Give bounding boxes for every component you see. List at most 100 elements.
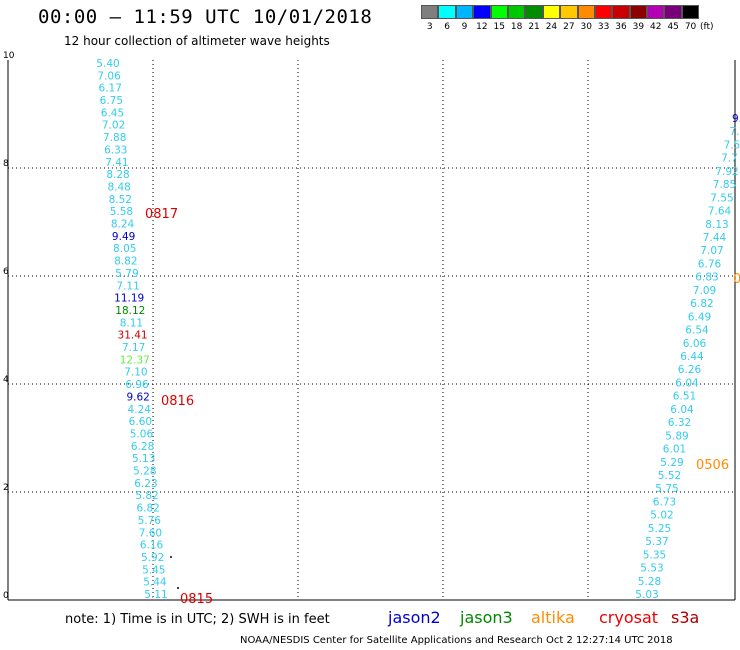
scale-label: 6 bbox=[444, 22, 450, 32]
track-value: 8.52 bbox=[109, 194, 132, 206]
scale-label: 24 bbox=[545, 22, 558, 32]
track-value: 5.79 bbox=[115, 268, 138, 280]
time-label: 0817 bbox=[145, 207, 178, 222]
scale-swatch bbox=[612, 5, 630, 19]
track-value: 7.09 bbox=[693, 285, 716, 297]
track-value: 5.28 bbox=[133, 466, 156, 478]
track-dot bbox=[177, 587, 179, 589]
time-label: 0816 bbox=[161, 394, 194, 409]
scale-swatch bbox=[438, 5, 456, 19]
track-value: 6.54 bbox=[685, 325, 709, 337]
scale-swatch bbox=[647, 5, 665, 19]
color-scale: 3 6 9 12 15 18 21 24 27 30 33 36 39 42 45 70 bbox=[421, 5, 700, 32]
time-label: 0 bbox=[733, 272, 740, 287]
scale-label: 45 bbox=[667, 22, 679, 32]
track-value: 5.11 bbox=[144, 589, 167, 601]
scale-bin: 3 bbox=[421, 5, 439, 32]
scale-bin: 70 bbox=[681, 5, 700, 32]
map-title: 00:00 – 11:59 UTC 10/01/2018 bbox=[38, 6, 373, 28]
track-value: 6.28 bbox=[131, 441, 154, 453]
scale-swatch bbox=[542, 5, 561, 19]
scale-label: 9 bbox=[461, 22, 468, 32]
scale-label: 30 bbox=[580, 22, 592, 32]
scale-swatch bbox=[664, 5, 682, 19]
track-value: 5.28 bbox=[638, 576, 661, 588]
scale-bin: 21 bbox=[525, 5, 543, 32]
scale-bin: 12 bbox=[473, 5, 491, 32]
y-tick-label: 2 bbox=[3, 483, 9, 493]
y-tick-label: 0 bbox=[3, 591, 9, 601]
track-value: 11.19 bbox=[114, 293, 144, 305]
track-value: 6.33 bbox=[104, 144, 127, 156]
track-value: 5.02 bbox=[650, 510, 673, 522]
y-tick-label: 10 bbox=[3, 51, 15, 61]
track-value: 6.32 bbox=[668, 417, 691, 429]
scale-swatch bbox=[594, 5, 613, 19]
scale-swatch bbox=[421, 5, 439, 19]
scale-label: 42 bbox=[650, 22, 662, 32]
track-value: 5.89 bbox=[665, 430, 688, 442]
legend-jason3: jason3 bbox=[460, 608, 513, 627]
y-tick-label: 6 bbox=[3, 267, 9, 277]
scale-bin: 18 bbox=[507, 5, 526, 32]
scale-bin: 15 bbox=[490, 5, 508, 32]
track-value: 7.60 bbox=[139, 527, 162, 539]
track-value: 8.82 bbox=[114, 256, 137, 268]
y-tick-label: 8 bbox=[3, 159, 9, 169]
track-value: 6.73 bbox=[653, 496, 676, 508]
track-value: 18.12 bbox=[115, 305, 145, 317]
track-value: 6.01 bbox=[663, 444, 686, 456]
track-value: 8.48 bbox=[107, 181, 130, 193]
track-value: 6.45 bbox=[101, 107, 124, 119]
track-value: 5.76 bbox=[138, 515, 162, 527]
scale-label: 3 bbox=[426, 22, 433, 32]
track-value: 9. bbox=[732, 113, 740, 125]
map-subtitle: 12 hour collection of altimeter wave hei… bbox=[64, 34, 330, 48]
track-value: 7.85 bbox=[713, 179, 736, 191]
track-value: 6.51 bbox=[673, 391, 696, 403]
track-value: 5.40 bbox=[96, 58, 119, 70]
track-value: 5.75 bbox=[655, 483, 678, 495]
track-value: 6.83 bbox=[695, 272, 718, 284]
track-value: 9.49 bbox=[112, 231, 135, 243]
scale-label: 15 bbox=[493, 22, 505, 32]
track-value: 6.82 bbox=[690, 298, 713, 310]
track-value: 6.96 bbox=[125, 379, 149, 391]
track-value: 5.25 bbox=[648, 523, 671, 535]
track-value: 5.58 bbox=[110, 206, 133, 218]
track-value: 7.17 bbox=[122, 342, 145, 354]
track-value: 6.16 bbox=[140, 540, 164, 552]
track-value: 7.44 bbox=[703, 232, 727, 244]
track-dot bbox=[170, 556, 172, 558]
scale-bin: 24 bbox=[542, 5, 561, 32]
track-value: 5.92 bbox=[141, 552, 164, 564]
scale-bin: 9 bbox=[455, 5, 474, 32]
track-value: 6.49 bbox=[688, 311, 711, 323]
scale-label: 39 bbox=[632, 22, 645, 32]
scale-swatch bbox=[525, 5, 543, 19]
track-value: 5.45 bbox=[142, 564, 165, 576]
track-value: 7.07 bbox=[700, 245, 723, 257]
track-value: 8.24 bbox=[111, 219, 135, 231]
scale-swatch bbox=[681, 5, 700, 19]
scale-swatch bbox=[560, 5, 578, 19]
legend-altika: altika bbox=[531, 608, 575, 627]
track-value: 8.13 bbox=[705, 219, 728, 231]
scale-label: 21 bbox=[528, 22, 540, 32]
track-value: 5.06 bbox=[130, 428, 154, 440]
track-value: 5.37 bbox=[645, 536, 668, 548]
track-value: 12.37 bbox=[120, 354, 150, 366]
scale-label: 27 bbox=[563, 22, 575, 32]
y-tick-label: 4 bbox=[3, 375, 9, 385]
track-value: 7.02 bbox=[102, 120, 125, 132]
track-value: 5.82 bbox=[135, 490, 158, 502]
track-value: 7.5 bbox=[724, 139, 740, 151]
track-value: 7.11 bbox=[116, 280, 139, 292]
scale-bin: 36 bbox=[612, 5, 630, 32]
scale-bin: 42 bbox=[647, 5, 665, 32]
scale-swatch bbox=[629, 5, 648, 19]
scale-swatch bbox=[473, 5, 491, 19]
track-value: 7.41 bbox=[105, 157, 128, 169]
scale-bin: 39 bbox=[629, 5, 648, 32]
track-value: 6.17 bbox=[99, 83, 122, 95]
